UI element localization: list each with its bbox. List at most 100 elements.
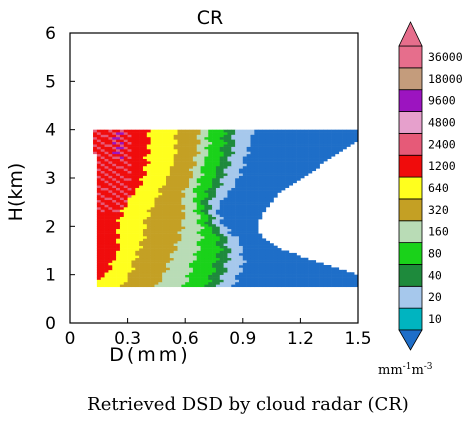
heatmap-cell	[104, 272, 109, 275]
heatmap-cell	[281, 274, 286, 278]
heatmap-cell	[169, 199, 174, 203]
heatmap-cell	[200, 168, 205, 172]
heatmap-cell	[142, 269, 148, 273]
heatmap-cell	[135, 175, 140, 179]
heatmap-cell	[296, 267, 301, 271]
heatmap-cell	[196, 190, 201, 193]
heatmap-cell	[104, 168, 109, 172]
heatmap-cell	[212, 161, 217, 164]
heatmap-cell	[150, 146, 155, 150]
heatmap-cell	[189, 238, 194, 242]
heatmap-cell	[238, 243, 244, 246]
heatmap-cell	[269, 180, 274, 184]
heatmap-cell	[262, 279, 267, 283]
heatmap-cell	[242, 211, 247, 215]
heatmap-cell	[150, 134, 155, 138]
heatmap-cell	[116, 146, 121, 150]
heatmap-cell	[108, 153, 113, 157]
heatmap-cell	[219, 221, 224, 225]
heatmap-cell	[181, 199, 186, 203]
heatmap-cell	[139, 190, 144, 193]
heatmap-cell	[192, 163, 198, 167]
heatmap-cell	[242, 281, 247, 285]
heatmap-cell	[192, 134, 198, 138]
heatmap-cell	[166, 226, 171, 230]
heatmap-cell	[119, 182, 125, 186]
heatmap-cell	[123, 173, 128, 176]
heatmap-cell	[96, 279, 102, 283]
heatmap-cell	[331, 153, 336, 157]
heatmap-cell	[254, 187, 259, 191]
heatmap-cell	[196, 134, 201, 138]
heatmap-cell	[265, 136, 270, 140]
colorbar-level-label: 10	[428, 312, 442, 326]
heatmap-cell	[189, 226, 194, 230]
heatmap-cell	[150, 199, 155, 203]
heatmap-cell	[242, 279, 247, 283]
heatmap-cell	[142, 277, 148, 280]
heatmap-cell	[162, 274, 167, 278]
heatmap-cell	[127, 182, 132, 186]
heatmap-cell	[235, 139, 240, 143]
heatmap-cell	[215, 161, 221, 164]
heatmap-cell	[242, 199, 247, 203]
heatmap-cell	[116, 134, 121, 138]
heatmap-cell	[235, 231, 240, 234]
heatmap-cell	[227, 199, 232, 203]
heatmap-cell	[166, 151, 171, 155]
heatmap-cell	[285, 257, 290, 261]
heatmap-cell	[131, 197, 136, 201]
heatmap-cell	[162, 136, 167, 140]
heatmap-cell	[235, 216, 240, 220]
heatmap-cell	[269, 192, 274, 196]
heatmap-cell	[200, 260, 205, 263]
heatmap-cell	[123, 182, 128, 186]
heatmap-cell	[281, 185, 286, 188]
heatmap-cell	[238, 141, 244, 145]
heatmap-cell	[250, 252, 255, 256]
heatmap-cell	[158, 284, 163, 288]
heatmap-cell	[242, 207, 247, 210]
heatmap-cell	[254, 279, 259, 283]
heatmap-cell	[250, 146, 255, 150]
heatmap-cell	[265, 279, 270, 283]
heatmap-cell	[200, 240, 205, 244]
heatmap-cell	[181, 255, 186, 259]
heatmap-cell	[323, 284, 328, 288]
heatmap-cell	[135, 274, 140, 278]
heatmap-cell	[173, 134, 178, 138]
heatmap-cell	[189, 243, 194, 246]
heatmap-cell	[162, 284, 167, 288]
heatmap-cell	[169, 240, 174, 244]
heatmap-cell	[238, 185, 244, 188]
heatmap-cell	[93, 146, 98, 150]
heatmap-cell	[173, 173, 178, 176]
heatmap-cell	[231, 139, 236, 143]
heatmap-cell	[212, 190, 217, 193]
heatmap-cell	[96, 223, 102, 227]
heatmap-cell	[250, 153, 255, 157]
heatmap-cell	[212, 134, 217, 138]
heatmap-cell	[223, 194, 228, 198]
heatmap-cell	[158, 231, 163, 234]
heatmap-cell	[154, 146, 159, 150]
heatmap-cell	[281, 175, 286, 179]
heatmap-cell	[127, 252, 132, 256]
heatmap-cell	[119, 144, 125, 147]
heatmap-cell	[246, 269, 251, 273]
heatmap-cell	[127, 279, 132, 283]
heatmap-cell	[200, 272, 205, 275]
heatmap-cell	[112, 204, 117, 208]
heatmap-cell	[119, 262, 125, 266]
heatmap-cell	[139, 146, 144, 150]
heatmap-cell	[238, 153, 244, 157]
heatmap-cell	[238, 228, 244, 232]
heatmap-cell	[277, 255, 282, 259]
heatmap-cell	[288, 178, 294, 181]
heatmap-cell	[104, 265, 109, 268]
heatmap-cell	[246, 153, 251, 157]
heatmap-cell	[342, 144, 347, 147]
heatmap-cell	[204, 175, 209, 179]
heatmap-cell	[277, 134, 282, 138]
heatmap-cell	[104, 243, 109, 246]
